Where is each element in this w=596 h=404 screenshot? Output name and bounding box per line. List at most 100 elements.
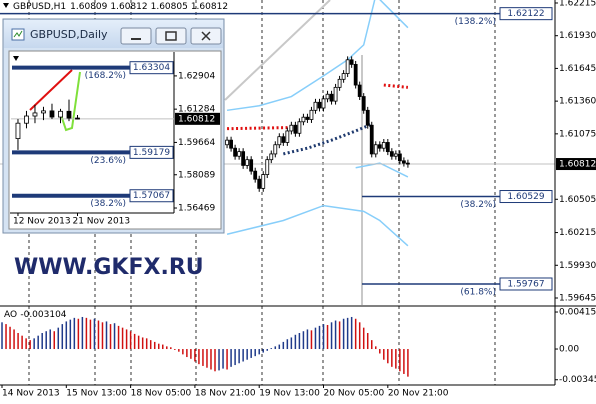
- ao-bar: [362, 327, 365, 350]
- maximize-button[interactable]: [155, 27, 187, 45]
- y-tick-label: 1.59645: [559, 293, 596, 303]
- ao-bar: [298, 333, 301, 350]
- candle-body: [301, 116, 306, 123]
- x-tick-label: 18 Nov 21:00: [195, 389, 256, 399]
- ao-bar: [234, 349, 236, 366]
- candle-body: [257, 178, 262, 189]
- candle-body: [353, 63, 358, 86]
- ao-plot: [1, 316, 409, 377]
- ao-bar: [278, 344, 281, 350]
- y-tick-label: 1.61360: [559, 97, 596, 107]
- candle-body: [249, 159, 254, 172]
- ao-bar: [358, 322, 361, 350]
- fibo-price-box: [499, 277, 553, 291]
- candle-body: [289, 124, 294, 132]
- candle-body: [273, 144, 278, 155]
- ao-bar: [153, 341, 156, 350]
- ao-bar: [174, 349, 176, 350]
- daily-menu-arrow[interactable]: [13, 56, 19, 61]
- window-icon-glyph: [13, 30, 23, 38]
- ao-bar: [399, 349, 401, 372]
- x-tick-label: 14 Nov 2013: [2, 389, 60, 399]
- ao-bar: [338, 321, 341, 350]
- y-tick-label: 1.62904: [178, 71, 215, 81]
- candle-body: [24, 115, 29, 124]
- ao-bar: [109, 324, 112, 350]
- low-value: 1.60805: [151, 2, 188, 12]
- ao-bar: [246, 349, 248, 360]
- daily-window: GBPUSD,Daily: [2, 18, 225, 234]
- ao-bar: [290, 337, 293, 350]
- ao-bar: [97, 320, 100, 350]
- ao-bar: [354, 318, 357, 350]
- ao-bar: [166, 346, 168, 350]
- fibo-level-label: (168.2%): [85, 71, 126, 81]
- y-tick-label: 1.61930: [559, 31, 596, 41]
- ao-bar: [222, 349, 224, 369]
- ao-bar: [9, 326, 11, 350]
- indicator-line: [227, 126, 292, 131]
- candle-body: [41, 110, 46, 114]
- candle-body: [329, 93, 334, 102]
- ao-bar: [330, 322, 333, 350]
- ao-bar: [141, 337, 144, 350]
- fibo-price-box: [129, 61, 174, 75]
- candle-body: [397, 153, 402, 162]
- indicator-name: AO: [4, 310, 17, 320]
- drawn-curve: [59, 71, 81, 132]
- ao-bar: [286, 339, 289, 350]
- candle-body: [406, 162, 410, 165]
- ao-bar: [294, 334, 297, 350]
- ao-bar: [342, 318, 345, 350]
- fibo-price-label: 1.63304: [133, 63, 170, 73]
- ao-bar: [65, 321, 68, 350]
- ao-bar: [242, 349, 244, 362]
- candle-body: [373, 144, 378, 155]
- ao-bar: [391, 349, 393, 367]
- y-tick-label: 1.61075: [559, 129, 596, 139]
- candle-body: [337, 78, 342, 88]
- ao-bar: [326, 324, 329, 350]
- y-tick-label: 1.61645: [559, 64, 596, 74]
- x-tick-label: 15 Nov 13:00: [66, 389, 127, 399]
- candle-body: [357, 84, 362, 97]
- ao-bar: [117, 325, 120, 350]
- ao-bar: [93, 318, 96, 350]
- ao-bar: [218, 349, 220, 371]
- candle-body: [277, 136, 282, 146]
- x-tick-label: 21 Nov 2013: [72, 217, 130, 227]
- candle-body: [401, 160, 406, 164]
- candle-body: [309, 109, 314, 120]
- trend-line: [224, 0, 331, 101]
- menu-arrow[interactable]: [3, 3, 9, 8]
- ao-bar: [370, 340, 373, 350]
- y-tick-label: 0.004156: [559, 308, 596, 318]
- ao-bar: [17, 333, 19, 350]
- ao-bar: [350, 316, 353, 350]
- ao-bar: [45, 331, 47, 350]
- minimize-button[interactable]: [120, 27, 152, 45]
- fibo-price-label: 1.60529: [507, 192, 544, 202]
- candle-body: [381, 142, 386, 149]
- ao-bar: [61, 324, 64, 350]
- candle-body: [241, 151, 246, 166]
- fibo-price-box: [499, 7, 553, 21]
- ao-bar: [214, 349, 216, 372]
- ao-bar: [29, 340, 31, 350]
- ao-bar: [157, 343, 160, 350]
- ao-bar: [258, 349, 260, 355]
- fibo-price-box: [129, 189, 174, 203]
- y-tick-label: 1.61284: [178, 105, 215, 115]
- y-tick-label: 1.60505: [559, 195, 596, 205]
- ao-bar: [37, 335, 39, 350]
- candle-body: [317, 101, 322, 109]
- fibo-price-label: 1.59179: [133, 148, 170, 158]
- ao-bar: [198, 349, 200, 365]
- open-value: 1.60809: [70, 2, 107, 12]
- ao-bar: [310, 330, 313, 350]
- ao-bar: [178, 349, 180, 352]
- candle-body: [285, 130, 290, 143]
- y-tick-label: 0.00: [559, 345, 579, 355]
